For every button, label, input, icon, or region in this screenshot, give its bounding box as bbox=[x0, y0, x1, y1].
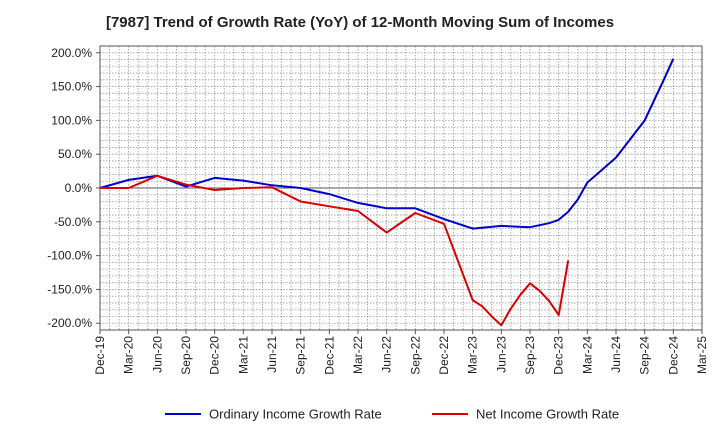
x-tick-label: Mar-23 bbox=[466, 336, 480, 374]
y-tick-label: 0.0% bbox=[65, 181, 93, 195]
x-tick-label: Dec-23 bbox=[552, 336, 566, 375]
chart-title: [7987] Trend of Growth Rate (YoY) of 12-… bbox=[105, 14, 615, 31]
y-tick-label: -50.0% bbox=[54, 215, 92, 229]
y-tick-label: 200.0% bbox=[51, 46, 92, 60]
x-tick-label: Mar-20 bbox=[122, 336, 136, 374]
y-tick-label: -150.0% bbox=[47, 282, 92, 296]
x-tick-label: Mar-25 bbox=[695, 336, 709, 374]
x-tick-label: Dec-24 bbox=[666, 336, 680, 375]
x-tick-label: Jun-22 bbox=[380, 336, 394, 373]
y-tick-label: -100.0% bbox=[47, 249, 92, 263]
x-tick-label: Dec-20 bbox=[208, 336, 222, 375]
x-tick-label: Sep-21 bbox=[294, 336, 308, 375]
x-tick-label: Sep-24 bbox=[638, 336, 652, 375]
x-tick-label: Mar-24 bbox=[580, 336, 594, 374]
x-tick-label: Sep-23 bbox=[523, 336, 537, 375]
legend-label-1: Net Income Growth Rate bbox=[476, 407, 619, 422]
x-tick-label: Jun-21 bbox=[265, 336, 279, 373]
x-tick-label: Mar-22 bbox=[351, 336, 365, 374]
y-tick-label: -200.0% bbox=[47, 316, 92, 330]
y-tick-label: 50.0% bbox=[58, 147, 92, 161]
x-tick-label: Sep-22 bbox=[408, 336, 422, 375]
x-tick-label: Mar-21 bbox=[236, 336, 250, 374]
y-tick-label: 150.0% bbox=[51, 80, 92, 94]
x-tick-label: Jun-24 bbox=[609, 336, 623, 373]
x-tick-label: Dec-22 bbox=[437, 336, 451, 375]
series-line-0 bbox=[99, 58, 675, 230]
series-line-1 bbox=[100, 174, 570, 327]
x-tick-label: Jun-20 bbox=[150, 336, 164, 373]
x-tick-label: Dec-21 bbox=[322, 336, 336, 375]
y-tick-label: 100.0% bbox=[51, 113, 92, 127]
x-tick-label: Sep-20 bbox=[179, 336, 193, 375]
x-tick-label: Dec-19 bbox=[93, 336, 107, 375]
legend-label-0: Ordinary Income Growth Rate bbox=[209, 407, 382, 422]
x-tick-label: Jun-23 bbox=[494, 336, 508, 373]
